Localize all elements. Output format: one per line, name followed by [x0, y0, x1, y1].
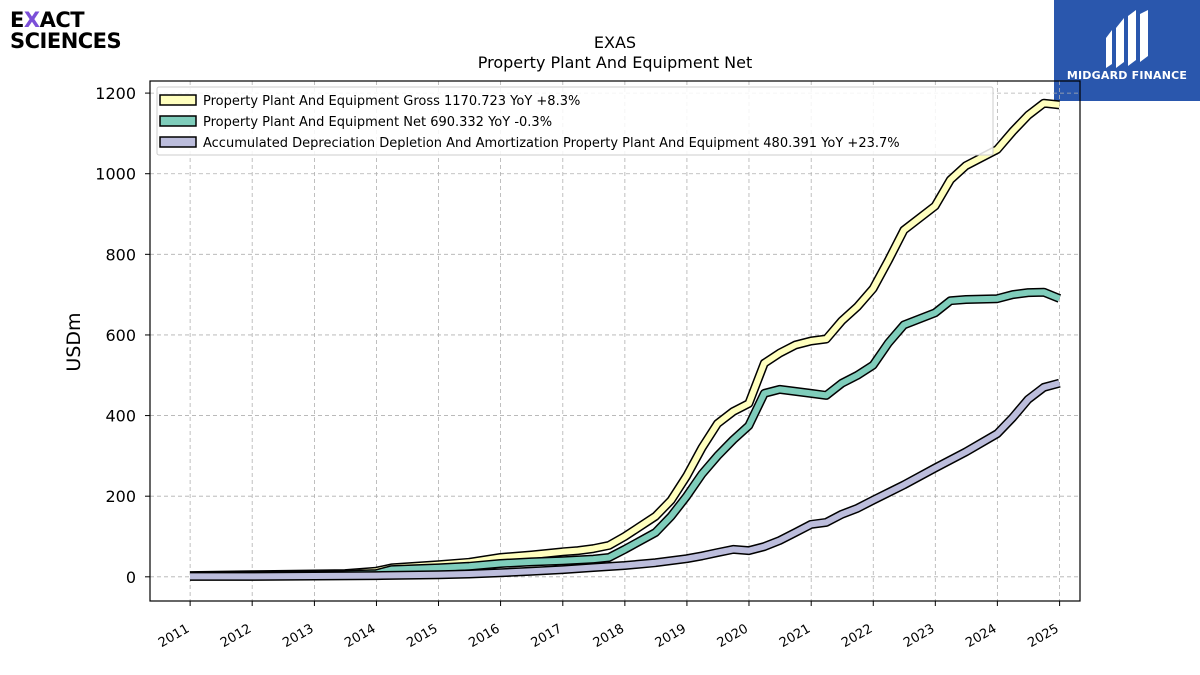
x-tick-label: 2017 — [529, 621, 565, 651]
x-tick-label: 2016 — [466, 621, 502, 651]
x-tick-label: 2012 — [218, 621, 254, 651]
y-tick-label: 1200 — [95, 84, 136, 103]
legend-label-3: Accumulated Depreciation Depletion And A… — [203, 136, 900, 151]
legend-label-2: Property Plant And Equipment Net 690.332… — [203, 115, 552, 130]
logo-line-2: SCIENCES — [10, 29, 122, 53]
x-tick-label: 2024 — [963, 621, 999, 651]
midgard-finance-logo: MIDGARD FINANCE — [1054, 0, 1200, 101]
x-tick-label: 2021 — [777, 621, 813, 651]
legend-swatch-2 — [159, 115, 197, 127]
x-tick-label: 2023 — [901, 621, 937, 651]
legend-swatch-3 — [159, 136, 197, 148]
plot-frame — [149, 80, 1081, 602]
x-tick-label: 2013 — [280, 621, 316, 651]
logo-line-1: EXACT — [10, 8, 85, 32]
x-tick-label: 2018 — [591, 621, 627, 651]
midgard-emblem-icon — [1106, 10, 1148, 68]
x-tick-label: 2019 — [653, 621, 689, 651]
y-tick-label: 1000 — [95, 165, 136, 184]
y-tick-label: 0 — [126, 568, 136, 587]
chart-subtitle: Property Plant And Equipment Net — [478, 53, 753, 72]
chart-title: EXAS — [594, 33, 636, 52]
legend-swatch-1 — [159, 94, 197, 106]
series-line-2 — [189, 289, 1061, 579]
y-tick-label: 800 — [105, 245, 136, 264]
x-tick-label: 2011 — [156, 621, 192, 651]
y-tick-label: 400 — [105, 407, 136, 426]
legend-label-1: Property Plant And Equipment Gross 1170.… — [203, 94, 580, 109]
x-tick-label: 2020 — [715, 621, 751, 651]
x-tick-label: 2014 — [342, 621, 378, 651]
exact-sciences-logo: EXACT SCIENCES — [10, 10, 130, 54]
series-line-3 — [190, 380, 1061, 580]
x-tick-label: 2025 — [1025, 621, 1061, 651]
y-tick-label: 200 — [105, 487, 136, 506]
x-tick-label: 2022 — [839, 621, 875, 651]
y-tick-label: 600 — [105, 326, 136, 345]
y-axis-label: USDm — [63, 312, 85, 371]
x-tick-label: 2015 — [404, 621, 440, 651]
logo-name: MIDGARD FINANCE — [1066, 69, 1188, 82]
legend-box — [156, 86, 994, 156]
